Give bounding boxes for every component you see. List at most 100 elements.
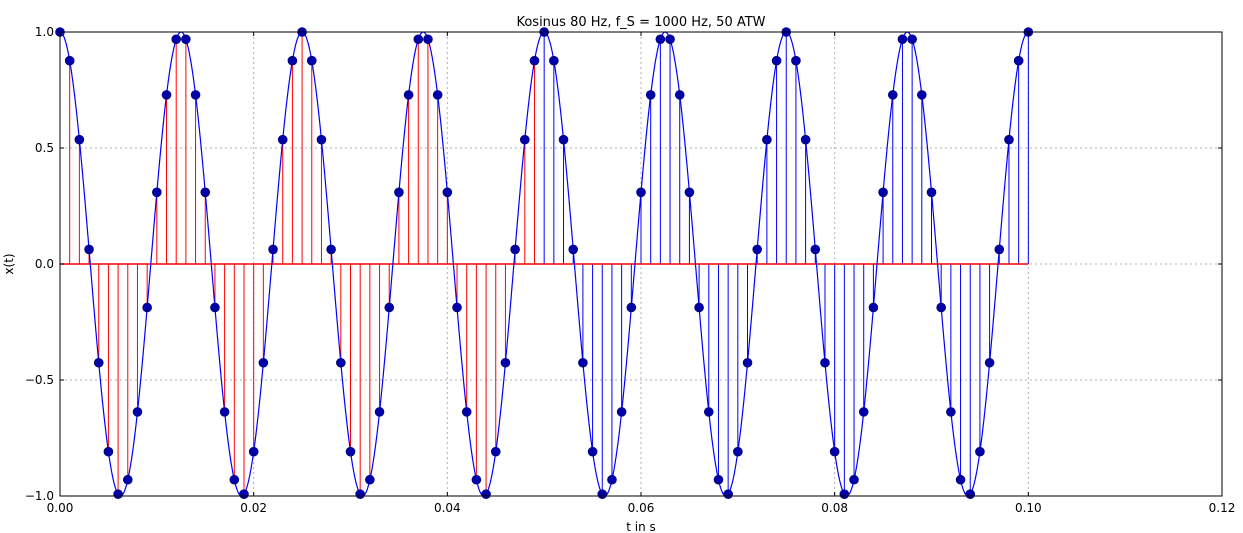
sample-marker	[965, 489, 976, 499]
sample-marker	[181, 34, 191, 45]
sample-marker	[490, 446, 501, 457]
sample-marker	[481, 489, 491, 499]
sample-marker	[684, 187, 695, 198]
sample-marker	[771, 55, 782, 66]
sample-marker	[568, 244, 579, 255]
sample-marker	[1004, 134, 1014, 145]
stems	[69, 32, 1029, 495]
sample-marker	[703, 407, 714, 417]
y-axis-label: x(t)	[2, 253, 16, 274]
sample-marker	[287, 55, 298, 66]
sample-marker	[74, 134, 85, 145]
sample-marker	[762, 134, 772, 145]
sample-marker	[1013, 55, 1024, 66]
sample-markers	[55, 27, 1034, 499]
sample-marker	[336, 357, 346, 368]
sample-marker	[306, 55, 317, 66]
sample-marker	[365, 474, 375, 485]
sample-marker	[239, 489, 249, 499]
sample-marker	[219, 407, 230, 417]
sample-marker	[374, 407, 385, 417]
sample-marker	[93, 357, 104, 368]
sample-marker	[452, 302, 462, 313]
sample-marker	[587, 446, 598, 457]
y-tick-label: −0.5	[25, 373, 54, 387]
sample-marker	[849, 474, 859, 485]
sample-marker	[733, 446, 743, 457]
sample-marker	[791, 55, 801, 66]
chart-title: Kosinus 80 Hz, f_S = 1000 Hz, 50 ATW	[516, 15, 765, 30]
sample-marker	[277, 134, 288, 145]
sample-marker	[510, 244, 520, 255]
sample-marker	[519, 134, 530, 145]
sample-marker	[946, 407, 956, 417]
sample-marker	[665, 34, 675, 45]
sample-marker	[152, 187, 162, 198]
sample-marker	[229, 474, 240, 485]
sample-marker	[655, 34, 666, 45]
sample-marker	[132, 407, 143, 417]
sample-marker	[345, 446, 356, 457]
sample-marker	[800, 134, 811, 145]
sample-marker	[936, 302, 946, 313]
sample-marker	[984, 357, 995, 368]
sample-marker	[500, 357, 511, 368]
sample-marker	[878, 187, 888, 198]
sample-marker	[694, 302, 704, 313]
sample-marker	[384, 302, 395, 313]
sample-marker	[461, 407, 472, 417]
y-tick-label: 1.0	[35, 25, 54, 39]
x-tick-label: 0.08	[821, 501, 848, 515]
sample-marker	[645, 90, 656, 100]
sample-marker	[868, 302, 879, 313]
x-axis-ticks: 0.00 0.02 0.04 0.06 0.08 0.10 0.12	[47, 32, 1236, 515]
sample-marker	[103, 446, 114, 457]
x-tick-label: 0.06	[628, 501, 655, 515]
sample-marker	[829, 446, 840, 457]
x-tick-label: 0.00	[47, 501, 74, 515]
sample-marker	[268, 244, 278, 255]
sample-marker	[113, 489, 123, 499]
sample-marker	[413, 34, 424, 45]
sample-marker	[326, 244, 336, 255]
sample-marker	[626, 302, 637, 313]
y-axis-ticks: −1.0 −0.5 0.0 0.5 1.0	[25, 25, 1222, 503]
sample-marker	[616, 407, 627, 417]
y-tick-label: 0.5	[35, 141, 54, 155]
sample-marker	[810, 244, 821, 255]
sample-marker	[742, 357, 753, 368]
sample-marker	[549, 55, 559, 66]
sample-marker	[471, 474, 482, 485]
sample-marker	[597, 489, 608, 499]
sample-marker	[171, 34, 181, 45]
sample-marker	[142, 302, 152, 313]
sample-marker	[258, 357, 269, 368]
sample-marker	[200, 187, 211, 198]
sample-marker	[84, 244, 94, 255]
sample-marker	[887, 90, 898, 100]
sample-marker	[190, 90, 201, 100]
sample-marker	[432, 90, 443, 100]
x-tick-label: 0.10	[1015, 501, 1042, 515]
sample-marker	[529, 55, 540, 66]
sample-marker	[64, 55, 75, 66]
sample-marker	[917, 90, 927, 100]
x-tick-label: 0.04	[434, 501, 461, 515]
sample-marker	[820, 357, 830, 368]
x-axis-label: t in s	[626, 520, 656, 533]
sample-marker	[839, 489, 850, 499]
sample-marker	[994, 244, 1005, 255]
sample-marker	[442, 187, 453, 198]
sample-marker	[210, 302, 220, 313]
y-tick-label: 0.0	[35, 257, 54, 271]
sample-marker	[316, 134, 327, 145]
sample-marker	[423, 34, 433, 45]
x-tick-label: 0.02	[240, 501, 267, 515]
x-tick-label: 0.12	[1209, 501, 1236, 515]
sample-marker	[403, 90, 414, 100]
sample-marker	[355, 489, 365, 499]
sample-marker	[897, 34, 908, 45]
sample-marker	[122, 474, 133, 485]
sample-marker	[248, 446, 259, 457]
